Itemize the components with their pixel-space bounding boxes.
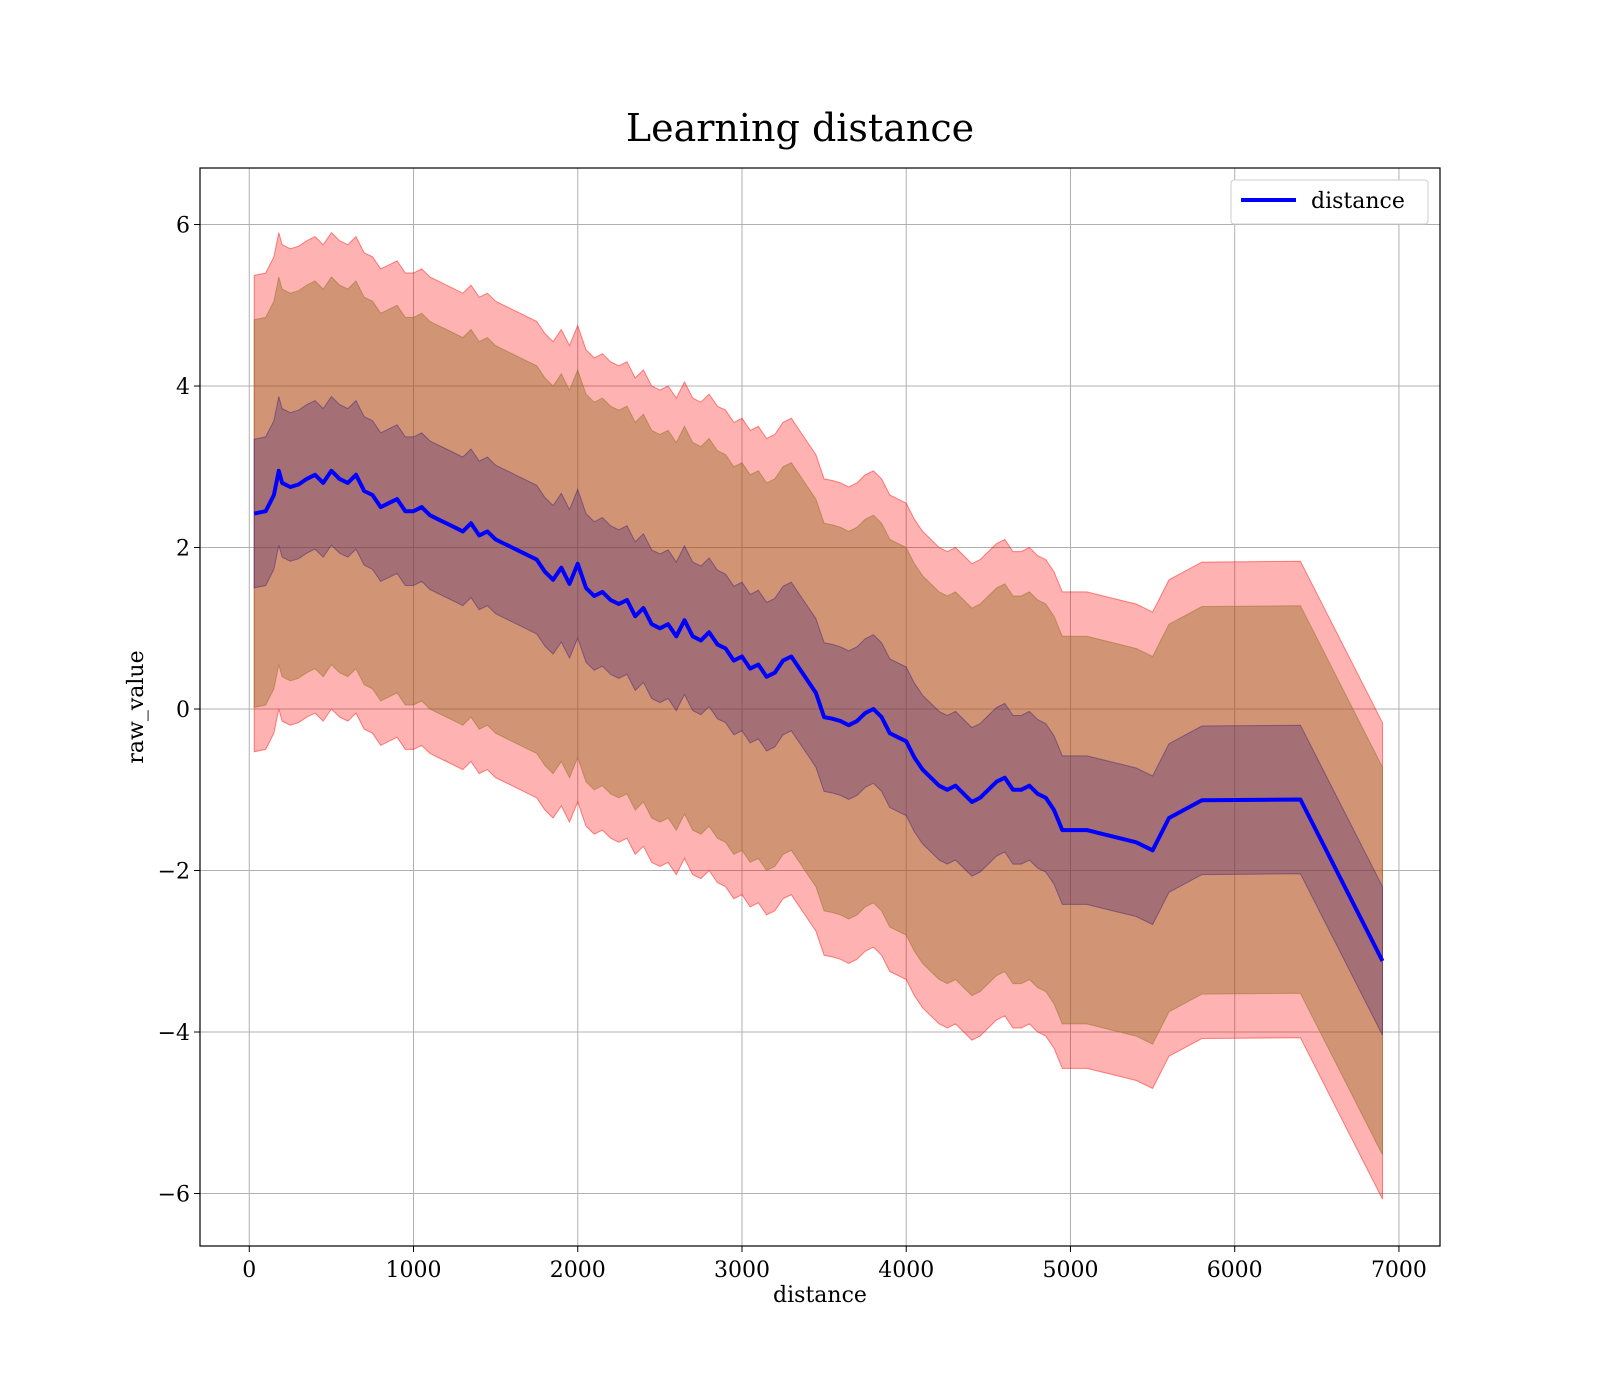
- y-axis-ticks: −6 −4 −2 0 2 4 6: [158, 214, 200, 1208]
- chart-title: Learning distance: [626, 106, 974, 150]
- x-tick-label: 2000: [550, 1258, 606, 1283]
- x-tick-label: 3000: [714, 1258, 770, 1283]
- x-tick-label: 5000: [1042, 1258, 1098, 1283]
- x-tick-label: 4000: [878, 1258, 934, 1283]
- y-tick-label: 2: [176, 537, 190, 562]
- confidence-bands: [253, 231, 1383, 1200]
- x-tick-label: 1000: [386, 1258, 442, 1283]
- y-tick-label: 0: [176, 698, 190, 723]
- y-axis-label: raw_value: [124, 650, 149, 763]
- y-tick-label: 4: [176, 375, 190, 400]
- y-tick-label: −4: [158, 1021, 190, 1046]
- band-outer: [253, 231, 1383, 1200]
- plot-area-frame: [199, 167, 1441, 1247]
- band-inner: [253, 395, 1383, 1036]
- x-axis-label: distance: [773, 1283, 867, 1308]
- legend: distance: [1230, 179, 1429, 225]
- y-tick-label: −2: [158, 860, 190, 885]
- x-tick-label: 6000: [1207, 1258, 1263, 1283]
- series-line-distance: [253, 468, 1385, 962]
- grid: [200, 168, 1440, 1246]
- y-tick-label: −6: [158, 1183, 190, 1208]
- x-tick-label: 0: [242, 1258, 256, 1283]
- legend-box: [1230, 179, 1429, 225]
- y-tick-label: 6: [176, 214, 190, 239]
- x-tick-label: 7000: [1371, 1258, 1427, 1283]
- legend-label-distance: distance: [1311, 189, 1405, 214]
- x-axis-ticks: 0 1000 2000 3000 4000 5000 6000 7000: [242, 1246, 1427, 1283]
- band-mid: [253, 276, 1383, 1156]
